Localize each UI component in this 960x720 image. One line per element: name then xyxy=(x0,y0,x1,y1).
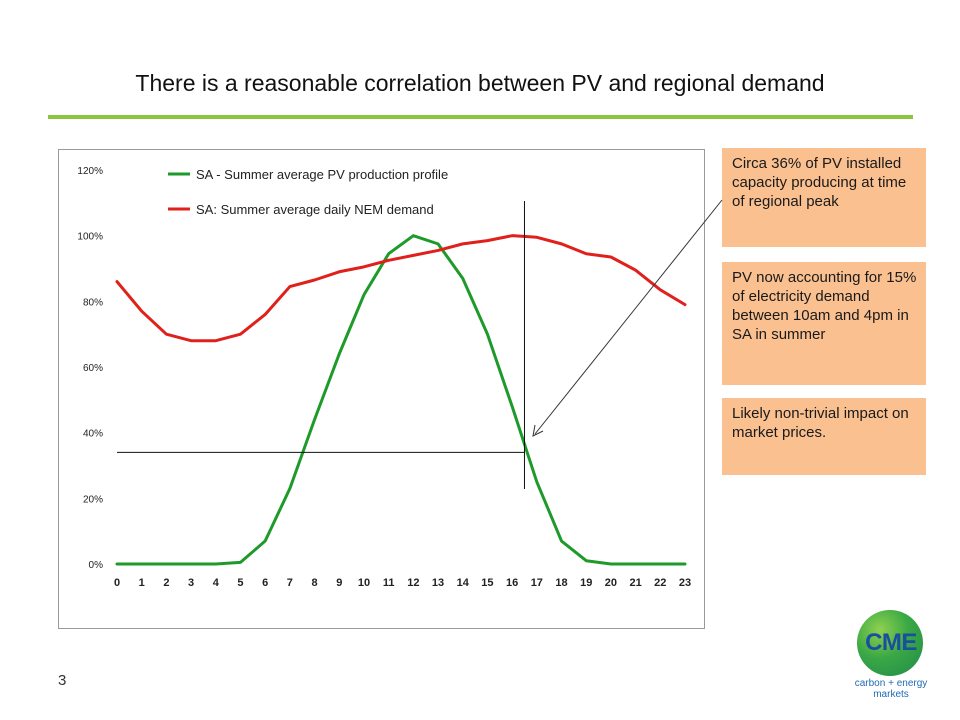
title-divider xyxy=(48,115,913,119)
logo-tagline: carbon + energy markets xyxy=(848,678,934,700)
legend-label: SA - Summer average PV production profil… xyxy=(196,167,448,182)
y-tick-label: 0% xyxy=(89,560,104,571)
x-tick-label: 2 xyxy=(163,577,169,589)
x-tick-label: 23 xyxy=(679,577,691,589)
x-tick-label: 19 xyxy=(580,577,592,589)
callout-market-impact: Likely non-trivial impact on market pric… xyxy=(722,398,926,475)
x-tick-label: 21 xyxy=(629,577,641,589)
slide-title: There is a reasonable correlation betwee… xyxy=(135,70,825,96)
x-tick-label: 12 xyxy=(407,577,419,589)
x-tick-label: 13 xyxy=(432,577,444,589)
logo-circle-icon xyxy=(857,610,923,676)
y-tick-label: 100% xyxy=(77,232,103,243)
callout-demand-share: PV now accounting for 15% of electricity… xyxy=(722,262,926,385)
series-line-demand xyxy=(115,234,687,343)
x-tick-label: 5 xyxy=(237,577,243,589)
x-tick-label: 20 xyxy=(605,577,617,589)
y-tick-label: 120% xyxy=(77,166,103,177)
y-tick-label: 80% xyxy=(83,297,103,308)
y-tick-label: 60% xyxy=(83,363,103,374)
x-tick-label: 15 xyxy=(481,577,493,589)
x-tick-label: 0 xyxy=(114,577,120,589)
y-tick-label: 40% xyxy=(83,429,103,440)
x-tick-label: 22 xyxy=(654,577,666,589)
x-tick-label: 17 xyxy=(531,577,543,589)
x-tick-label: 14 xyxy=(457,577,470,589)
x-tick-label: 6 xyxy=(262,577,268,589)
x-tick-label: 16 xyxy=(506,577,518,589)
x-tick-label: 1 xyxy=(139,577,145,589)
x-tick-label: 10 xyxy=(358,577,370,589)
cme-logo: CME carbon + energy markets xyxy=(848,610,934,710)
x-tick-label: 8 xyxy=(312,577,318,589)
x-tick-label: 7 xyxy=(287,577,293,589)
x-tick-label: 4 xyxy=(213,577,220,589)
y-tick-label: 20% xyxy=(83,494,103,505)
page-number: 3 xyxy=(58,672,67,689)
x-tick-label: 18 xyxy=(555,577,567,589)
chart: 0%20%40%60%80%100%120%0 1 2 3 4 5 6 7 8 9 10 11 12 13… xyxy=(77,166,691,589)
callout-peak-capacity: Circa 36% of PV installed capacity produ… xyxy=(722,148,926,247)
series-line-pv xyxy=(115,234,687,566)
x-tick-label: 3 xyxy=(188,577,194,589)
x-tick-label: 11 xyxy=(383,577,395,589)
logo-tagline-line-1: carbon + energy xyxy=(854,678,928,689)
logo-text: CME xyxy=(865,629,917,656)
logo-tagline-line-2: markets xyxy=(873,689,909,700)
legend-label: SA: Summer average daily NEM demand xyxy=(196,202,434,217)
x-tick-label: 9 xyxy=(336,577,342,589)
